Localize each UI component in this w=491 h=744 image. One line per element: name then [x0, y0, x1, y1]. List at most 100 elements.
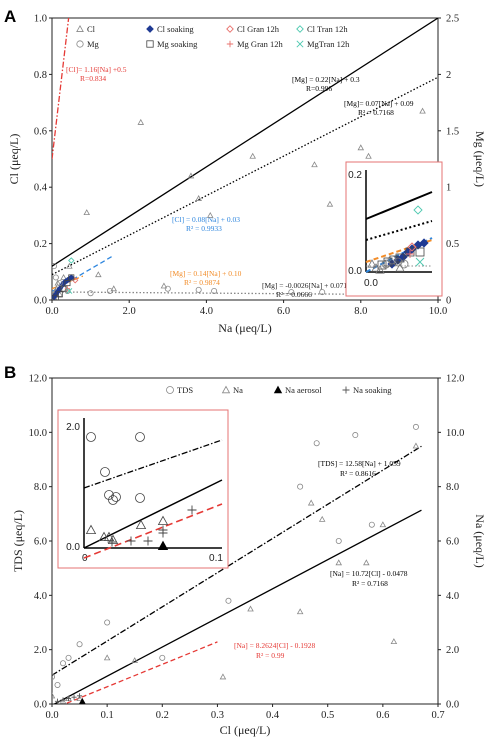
data-point — [412, 423, 419, 430]
fit-equation: [Na] = 10.72[Cl] - 0.0478 — [330, 569, 408, 578]
legend-label: Mg Gran 12h — [237, 39, 284, 49]
inset-data-point — [107, 537, 117, 547]
data-point — [52, 673, 55, 680]
inset-data-point — [415, 257, 425, 267]
legend: TDS Na Na aerosol Na soaking — [166, 385, 392, 395]
fit-r-value: R² = 0.9933 — [186, 224, 222, 233]
data-point — [68, 274, 75, 281]
y-tick-label: 2.0 — [34, 645, 47, 656]
x-tick-label: 0.5 — [321, 710, 334, 721]
data-point — [160, 282, 168, 289]
inset-data-point — [413, 205, 423, 215]
data-point — [296, 608, 304, 615]
inset-y-tick-label: 0.0 — [66, 542, 80, 553]
inset-y-tick-label: 0.2 — [348, 170, 362, 181]
data-point — [247, 605, 254, 612]
inset-data-point — [389, 255, 399, 265]
legend-marker — [76, 24, 84, 32]
y-tick-label: 1.0 — [34, 14, 47, 25]
x-tick-label: 2.0 — [123, 306, 136, 317]
fit-equation: [TDS] = 12.58[Na] + 1.059 — [318, 459, 401, 468]
legend-label: Na aerosol — [285, 385, 322, 395]
inset-data-point — [108, 495, 118, 505]
y2-tick-label: 2 — [446, 70, 451, 81]
data-point — [95, 271, 102, 278]
legend-marker — [221, 385, 231, 394]
fit-r-value: R=0.996 — [306, 84, 332, 93]
fit-line — [52, 18, 70, 160]
data-point — [195, 195, 202, 201]
data-point — [60, 660, 67, 667]
inset-data-point — [375, 265, 385, 274]
inset-fit-line — [83, 439, 223, 489]
data-point — [313, 440, 320, 447]
inset-data-point — [157, 515, 169, 525]
inset-fit-line — [83, 503, 223, 559]
y2-tick-label: 1 — [446, 183, 451, 194]
data-point — [159, 654, 166, 661]
data-point — [106, 287, 113, 294]
fit-r-value: R² = 0.7168 — [358, 108, 394, 117]
legend-marker — [342, 386, 350, 394]
y2-tick-label: 1.5 — [446, 126, 459, 137]
fit-r-value: R=0.834 — [80, 74, 106, 83]
data-point — [52, 294, 59, 300]
y-tick-label: 4.0 — [34, 591, 47, 602]
data-points — [52, 423, 420, 704]
data-point — [66, 288, 73, 294]
data-point — [66, 262, 73, 269]
data-point — [110, 285, 118, 292]
inset-y-tick-label: 2.0 — [66, 422, 80, 433]
y2-tick-label: 2.0 — [446, 645, 459, 656]
data-point — [65, 654, 72, 661]
panel-b-label: B — [4, 363, 16, 382]
data-point — [137, 118, 145, 125]
y-axis-title: TDS (μeq/L) — [11, 510, 25, 572]
data-point — [288, 289, 295, 296]
fit-equation: [Mg] = 0.14[Na] + 0.10 — [170, 269, 242, 278]
y2-tick-label: 0 — [446, 296, 451, 307]
inset-data-point — [126, 536, 136, 546]
legend-label: Cl — [87, 24, 96, 34]
inset-data-point — [187, 505, 197, 515]
fit-lines — [52, 445, 422, 704]
fit-equation: [Cl]= 1.16[Na] +0.5 — [66, 65, 127, 74]
inset-data-point — [107, 534, 119, 544]
data-point — [195, 286, 202, 293]
data-point — [164, 285, 171, 292]
inset-data-point — [393, 257, 403, 267]
data-point — [335, 538, 342, 545]
data-point — [363, 559, 370, 566]
data-point — [412, 442, 420, 449]
legend-marker — [146, 25, 154, 33]
legend-marker — [226, 40, 234, 48]
y2-tick-label: 4.0 — [446, 591, 459, 602]
data-point — [365, 152, 372, 159]
y2-tick-label: 6.0 — [446, 537, 459, 548]
data-point — [206, 211, 214, 218]
x-tick-label: 8.0 — [354, 306, 367, 317]
panel-b: 0.0 0.1 0.2 0.3 0.4 0.5 0.6 0.70.02.04.06.08.01… — [11, 374, 487, 738]
y2-tick-label: 0.5 — [446, 239, 459, 250]
fit-r-value: R² = 0.8616 — [340, 469, 376, 478]
y-tick-label: 0.0 — [34, 700, 47, 711]
data-point — [379, 521, 387, 528]
y-tick-label: 0.8 — [34, 70, 47, 81]
data-point — [65, 695, 72, 702]
y-tick-label: 12.0 — [29, 374, 47, 385]
x-tick-label: 0.4 — [266, 710, 280, 721]
legend: Cl Cl soaking Cl Gran 12h Cl Tran 12h Mg Mg s… — [76, 24, 350, 49]
inset-data-point — [158, 528, 168, 538]
fit-line — [52, 18, 438, 267]
data-point — [390, 638, 398, 644]
data-point — [131, 657, 138, 664]
inset-x-tick-label: 0.0 — [364, 278, 378, 289]
data-point — [104, 619, 111, 626]
inset-data-point — [407, 242, 417, 252]
fit-r-value: R² = 0.0666 — [276, 290, 312, 299]
panel-a: 0.0 2.0 4.0 6.0 8.0 10.00.00.20.40.60.81.000.… — [7, 14, 487, 336]
x-tick-label: 4.0 — [200, 306, 213, 317]
inset-data-point — [143, 536, 153, 546]
x-axis-title: Na (μeq/L) — [218, 321, 271, 335]
